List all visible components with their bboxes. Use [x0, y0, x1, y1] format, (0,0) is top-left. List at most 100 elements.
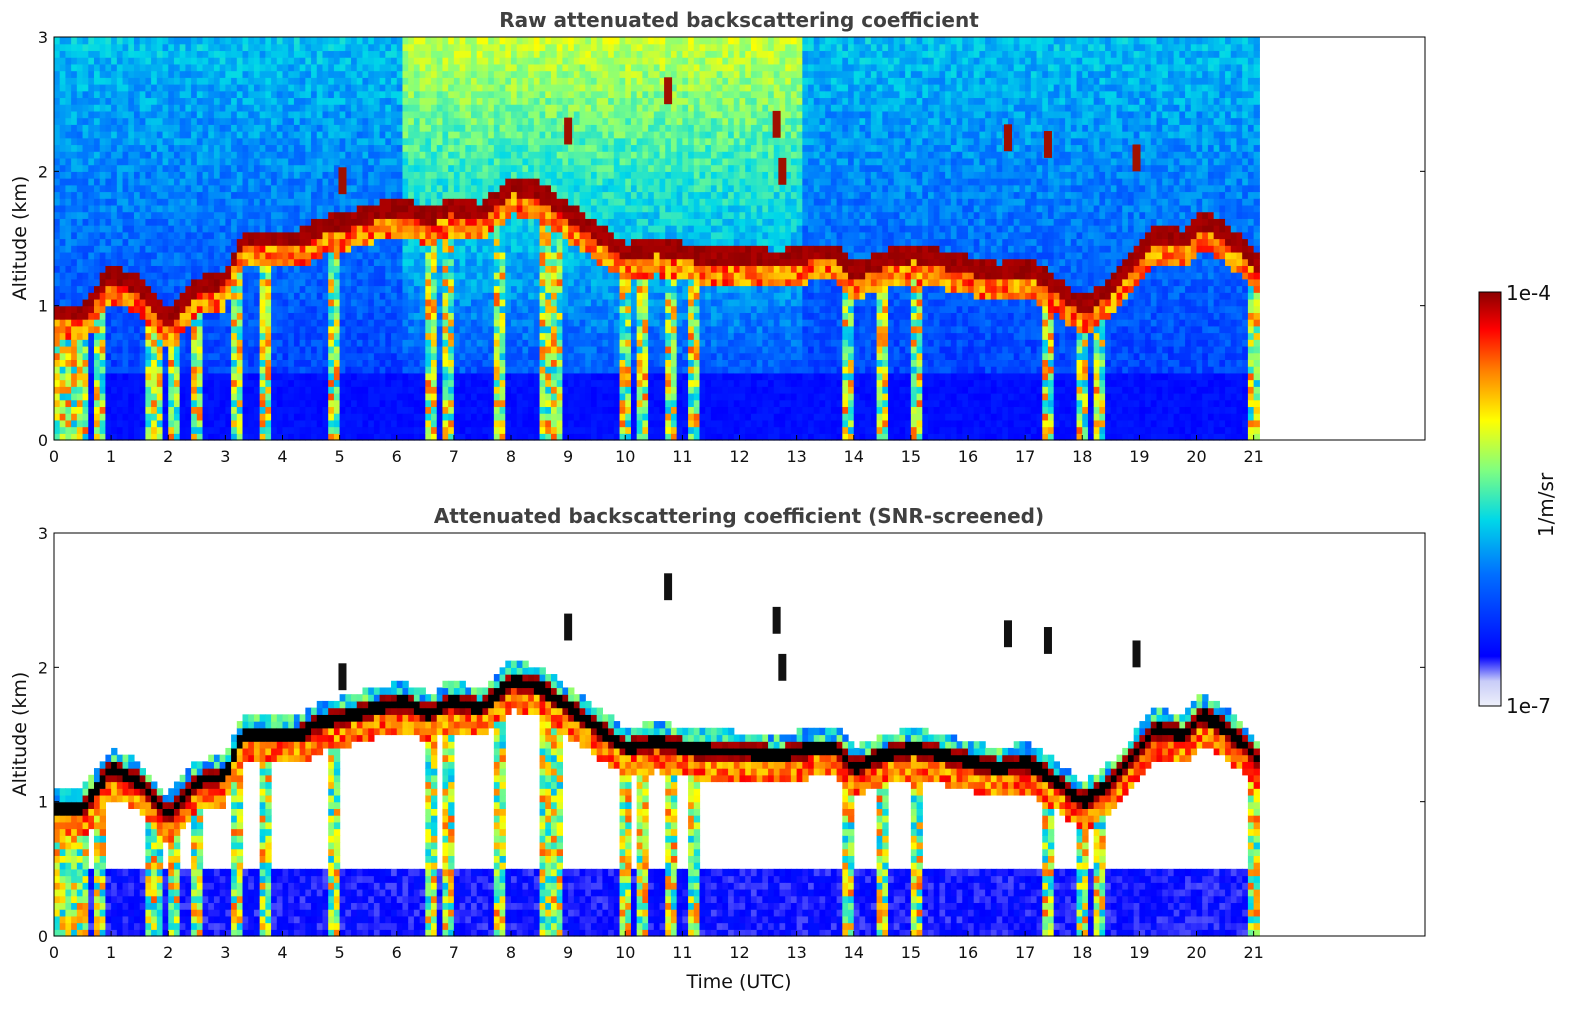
heatmap-cell [202, 77, 209, 85]
heatmap-cell [185, 258, 192, 266]
heatmap-cell [311, 339, 318, 347]
heatmap-cell [431, 204, 438, 213]
heatmap-cell [488, 90, 495, 99]
heatmap-cell [133, 151, 141, 159]
heatmap-cell [402, 372, 409, 381]
heatmap-cell [493, 97, 501, 105]
heatmap-cell [231, 285, 238, 293]
heatmap-cell [465, 63, 472, 72]
heatmap-cell [282, 272, 289, 280]
heatmap-cell [471, 43, 478, 52]
heatmap-cell [208, 285, 215, 293]
heatmap-cell [88, 97, 95, 105]
heatmap-cell [151, 366, 158, 374]
heatmap-cell [213, 426, 221, 434]
heatmap-cell [476, 345, 484, 354]
heatmap-cell [168, 117, 175, 125]
heatmap-cell [396, 272, 404, 280]
heatmap-cell [225, 245, 232, 253]
heatmap-cell [202, 144, 209, 152]
heatmap-cell [493, 164, 501, 172]
heatmap-cell [516, 332, 524, 340]
heatmap-cell [128, 225, 135, 233]
heatmap-cell [265, 198, 272, 206]
heatmap-cell [413, 379, 421, 387]
heatmap-cell [436, 386, 444, 394]
heatmap-cell [259, 137, 266, 146]
heatmap-cell [482, 218, 489, 226]
heatmap-cell [156, 57, 164, 65]
heatmap-cell [385, 251, 392, 260]
heatmap-cell [442, 406, 449, 414]
heatmap-cell [111, 77, 118, 85]
heatmap-cell [191, 218, 198, 226]
heatmap-cell [499, 352, 506, 360]
heatmap-cell [122, 104, 129, 112]
heatmap-cell [59, 70, 67, 78]
heatmap-cell [316, 198, 324, 206]
heatmap-cell [505, 278, 512, 287]
heatmap-cell [208, 110, 215, 119]
heatmap-cell [282, 198, 289, 206]
heatmap-cell [299, 238, 306, 246]
heatmap-cell [213, 325, 221, 334]
heatmap-cell [436, 352, 444, 360]
heatmap-cell [431, 319, 438, 327]
heatmap-cell [196, 379, 204, 387]
heatmap-cell [505, 124, 512, 132]
heatmap-cell [436, 191, 444, 199]
heatmap-cell [231, 124, 238, 132]
heatmap-cell [465, 144, 472, 152]
heatmap-cell [311, 359, 318, 367]
heatmap-cell [271, 63, 278, 72]
heatmap-cell [185, 419, 192, 428]
heatmap-cell [385, 198, 392, 206]
heatmap-cell [242, 305, 249, 313]
heatmap-cell [59, 325, 67, 334]
heatmap-cell [362, 104, 369, 112]
heatmap-cell [242, 225, 249, 233]
heatmap-cell [368, 211, 375, 219]
heatmap-cell [453, 305, 461, 313]
heatmap-cell [248, 426, 255, 434]
heatmap-cell [236, 211, 244, 219]
heatmap-cell [288, 305, 295, 313]
heatmap-cell [408, 77, 415, 85]
heatmap-cell [419, 218, 426, 226]
heatmap-cell [288, 110, 295, 119]
heatmap-cell [191, 319, 198, 327]
heatmap-cell [368, 43, 375, 52]
heatmap-cell [391, 372, 398, 381]
heatmap-cell [259, 77, 266, 85]
heatmap-cell [259, 433, 266, 441]
heatmap-cell [351, 191, 358, 199]
heatmap-cell [122, 332, 129, 340]
heatmap-cell [488, 339, 495, 347]
heatmap-cell [339, 198, 346, 206]
heatmap-cell [499, 104, 506, 112]
heatmap-cell [133, 218, 141, 226]
heatmap-cell [448, 57, 455, 65]
heatmap-cell [339, 386, 346, 394]
heatmap-cell [219, 392, 226, 401]
heatmap-cell [225, 278, 232, 287]
heatmap-cell [59, 285, 67, 293]
heatmap-cell [442, 57, 449, 65]
heatmap-cell [528, 379, 535, 387]
heatmap-cell [408, 238, 415, 246]
heatmap-cell [253, 238, 261, 246]
heatmap-cell [311, 144, 318, 152]
heatmap-cell [253, 406, 261, 414]
heatmap-cell [88, 104, 95, 112]
heatmap-cell [162, 272, 169, 280]
heatmap-cell [373, 178, 381, 186]
heatmap-cell [493, 231, 501, 240]
heatmap-cell [493, 204, 501, 213]
heatmap-cell [145, 332, 152, 340]
heatmap-cell [88, 77, 95, 85]
heatmap-cell [442, 131, 449, 139]
heatmap-cell [396, 63, 404, 72]
heatmap-cell [162, 171, 169, 179]
heatmap-cell [305, 57, 312, 65]
heatmap-cell [196, 251, 204, 260]
